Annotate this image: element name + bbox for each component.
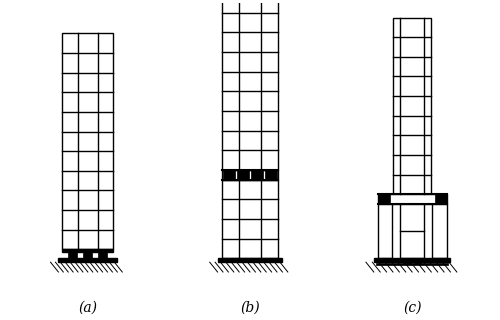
Bar [250, 170, 264, 180]
Bar [222, 0, 278, 170]
Bar [378, 204, 392, 258]
Bar [218, 258, 282, 262]
Bar [414, 258, 422, 263]
Bar [432, 204, 446, 258]
Bar [68, 252, 78, 258]
Bar [222, 170, 235, 180]
Bar [264, 170, 278, 180]
Bar [400, 204, 424, 258]
Bar [62, 249, 114, 252]
Bar [378, 194, 390, 204]
Bar [58, 258, 118, 262]
Bar [394, 18, 431, 194]
Bar [222, 180, 278, 258]
Bar [222, 170, 278, 180]
Text: (c): (c) [403, 300, 421, 314]
Bar [98, 252, 108, 258]
Bar [236, 170, 250, 180]
Bar [84, 252, 92, 258]
Text: (b): (b) [240, 300, 260, 314]
Text: (a): (a) [78, 300, 98, 314]
Bar [374, 258, 450, 262]
Bar [434, 194, 446, 204]
Bar [378, 194, 446, 204]
Bar [62, 33, 114, 249]
Bar [376, 263, 448, 265]
Bar [403, 258, 410, 263]
